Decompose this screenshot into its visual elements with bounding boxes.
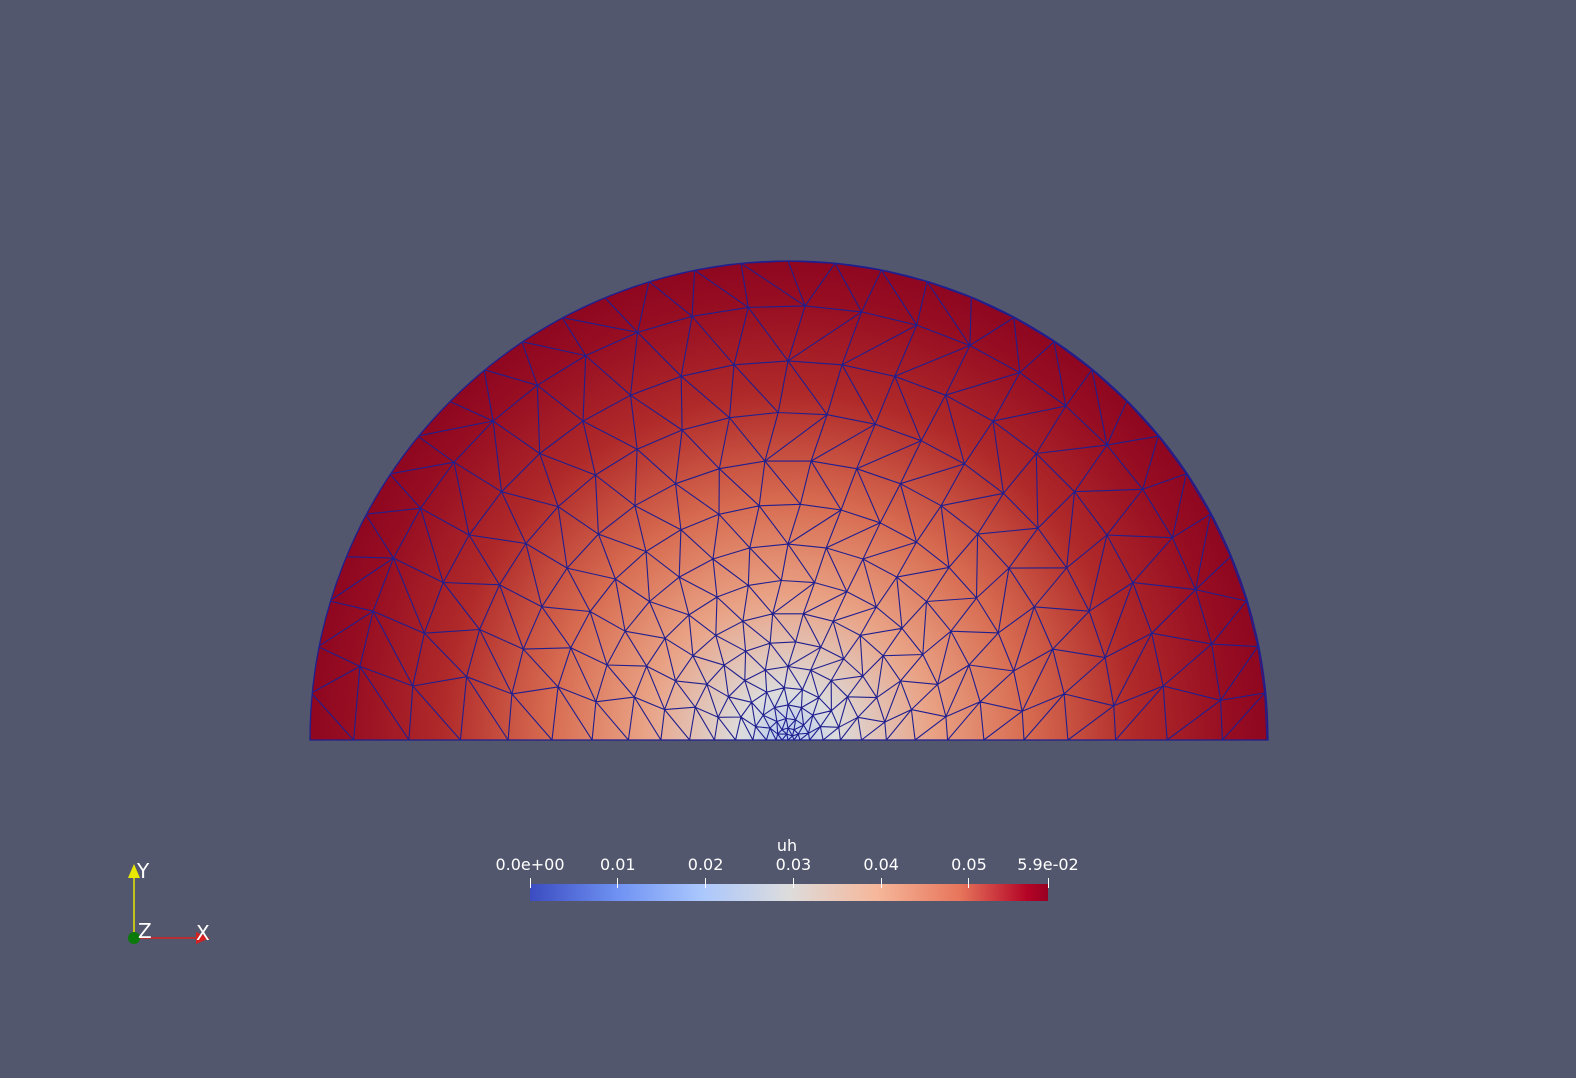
mesh-surface — [309, 260, 1269, 741]
domain-boundary — [309, 260, 1269, 741]
colorbar-tick-label: 5.9e-02 — [1017, 855, 1079, 874]
orientation-axes: X Y Z — [128, 859, 210, 945]
half-disk-domain — [310, 261, 1268, 740]
colorbar-tick — [1047, 878, 1049, 888]
colorbar-tick-label: 0.04 — [863, 855, 899, 874]
z-axis-label: Z — [138, 919, 152, 943]
y-axis-label: Y — [136, 859, 150, 883]
colorbar-title: uh — [776, 836, 798, 855]
colorbar-tick — [880, 878, 882, 888]
y-axis-arrow-icon — [128, 864, 140, 878]
colorbar-tick — [792, 878, 794, 888]
colorbar-tick-label: 0.0e+00 — [495, 855, 565, 874]
colorbar-tick-label: 0.01 — [599, 855, 636, 874]
x-axis-label: X — [196, 921, 210, 945]
colorbar-tick-label: 0.02 — [687, 855, 724, 874]
colorbar-gradient — [530, 884, 1048, 901]
colorbar-tick-label: 0.03 — [775, 855, 812, 874]
colorbar-tick — [529, 878, 531, 888]
z-axis-dot-icon — [128, 932, 140, 944]
colorbar-tick — [968, 878, 970, 888]
x-axis-arrow-icon — [196, 932, 210, 944]
colorbar-tick — [705, 878, 707, 888]
colorbar-tick-label: 0.05 — [951, 855, 987, 874]
colorbar-tick — [617, 878, 619, 888]
